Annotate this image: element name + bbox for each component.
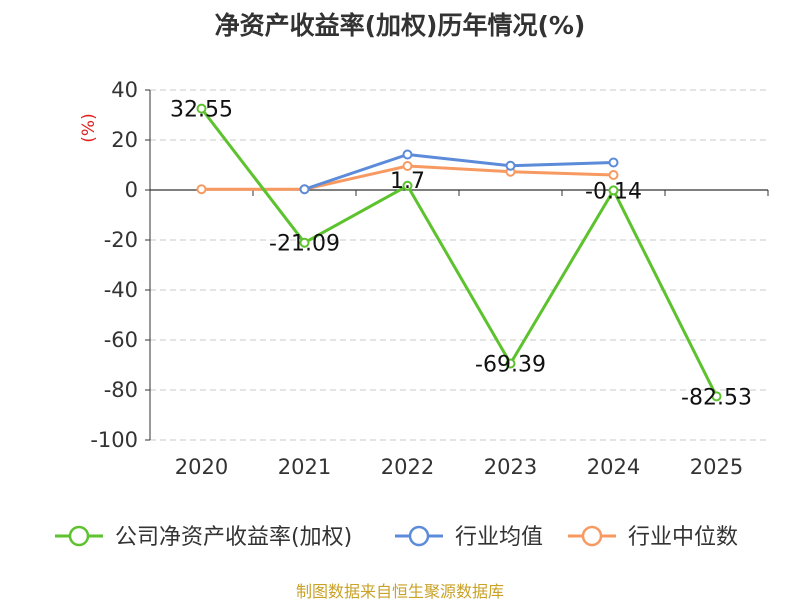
data-point: [196, 103, 207, 114]
data-point: [505, 160, 516, 171]
data-point: [196, 184, 207, 195]
data-point: [402, 161, 413, 171]
y-axis-label: (%): [79, 113, 99, 142]
data-label: -21.09: [269, 232, 340, 257]
y-tick-label: 20: [111, 128, 138, 152]
legend-label: 行业均值: [455, 525, 543, 550]
data-point: [299, 184, 310, 195]
x-tick-label: 2023: [484, 455, 537, 479]
source-note: 制图数据来自恒生聚源数据库: [295, 582, 504, 601]
legend-item[interactable]: 行业中位数: [568, 525, 738, 550]
chart-title: 净资产收益率(加权)历年情况(%): [214, 11, 586, 40]
x-tick-label: 2025: [690, 455, 743, 479]
y-tick-label: -40: [104, 278, 138, 302]
data-label: -0.14: [585, 179, 642, 204]
data-point: [505, 358, 516, 369]
data-point: [608, 185, 619, 196]
legend-label: 公司净资产收益率(加权): [115, 525, 352, 550]
y-tick-label: -80: [104, 378, 138, 402]
x-tick-label: 2020: [175, 455, 228, 479]
x-tick-label: 2024: [587, 455, 640, 479]
data-point: [299, 237, 310, 248]
data-point: [402, 180, 413, 191]
series-lines: [196, 103, 722, 402]
data-label: -69.39: [475, 352, 546, 377]
data-label: -82.53: [681, 385, 752, 410]
legend-marker: [68, 525, 90, 547]
y-tick-label: -100: [90, 428, 138, 452]
series-line: [200, 107, 718, 397]
data-labels: 32.55 -21.09 1.7 -69.39 -0.14 -82.53: [170, 98, 752, 411]
legend-marker: [581, 525, 603, 547]
y-tick-label: 0: [125, 178, 138, 202]
legend-label: 行业中位数: [628, 525, 738, 550]
data-label: 32.55: [170, 98, 233, 123]
legend-marker: [408, 525, 430, 547]
legend-item[interactable]: 行业均值: [395, 525, 543, 550]
y-tick-label: -60: [104, 328, 138, 352]
legend-item[interactable]: 公司净资产收益率(加权): [55, 525, 352, 550]
data-point: [608, 157, 619, 168]
y-tick-label: 40: [111, 78, 138, 102]
data-point: [608, 170, 619, 180]
y-tick-label: -20: [104, 228, 138, 252]
data-point: [402, 149, 413, 160]
grid-lines: [150, 89, 768, 441]
x-tick-label: 2021: [278, 455, 331, 479]
x-tick-label: 2022: [381, 455, 434, 479]
series-line: [304, 153, 614, 191]
data-point: [711, 391, 722, 402]
axes: 40 20 0 -20 -40 -60 -80 -100 (%) 2020 2021 2022 2023…: [79, 78, 769, 479]
legend[interactable]: 公司净资产收益率(加权) 行业均值 行业中位数: [55, 525, 738, 550]
data-label: 1.7: [390, 169, 425, 194]
